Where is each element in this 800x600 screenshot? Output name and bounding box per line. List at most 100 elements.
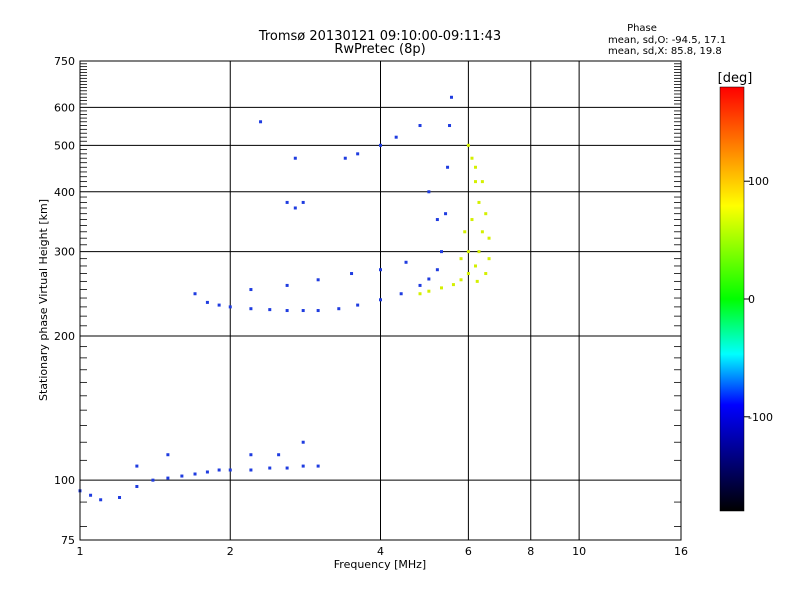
data-point — [249, 288, 253, 292]
data-point — [228, 305, 232, 309]
data-point — [89, 493, 93, 497]
data-point — [470, 156, 474, 160]
colorbar — [719, 86, 745, 512]
data-point — [316, 309, 320, 313]
data-point — [435, 218, 439, 222]
data-point — [404, 260, 408, 264]
stats-line-o: mean, sd,O: -94.5, 17.1 — [608, 35, 726, 46]
x-tick-label: 16 — [674, 545, 688, 558]
y-tick-label: 500 — [54, 139, 75, 152]
colorbar-tick-label: 100 — [748, 175, 769, 188]
data-point — [180, 474, 184, 478]
data-point — [259, 120, 263, 124]
data-point — [205, 300, 209, 304]
y-tick-label: 400 — [54, 186, 75, 199]
y-tick-label: 300 — [54, 246, 75, 259]
data-point — [459, 278, 463, 282]
stats-line-x: mean, sd,X: 85.8, 19.8 — [608, 46, 722, 57]
y-tick-labels: 75 100 200 300 400 500 600 750 — [54, 55, 75, 547]
y-tick-label: 75 — [61, 534, 75, 547]
data-point — [293, 206, 297, 210]
data-point — [448, 124, 452, 128]
colorbar-label: [deg] — [718, 71, 753, 86]
data-point — [379, 268, 382, 272]
data-point — [487, 257, 491, 261]
data-point — [356, 303, 360, 307]
plot-frame — [79, 60, 682, 541]
data-point — [477, 200, 481, 204]
data-point — [446, 165, 450, 169]
data-point — [301, 200, 305, 204]
data-point — [301, 464, 305, 468]
data-point — [293, 156, 297, 160]
data-point — [379, 298, 382, 302]
data-point — [118, 495, 122, 499]
data-point — [418, 124, 422, 128]
x-tick-label: 6 — [465, 545, 472, 558]
data-point — [249, 453, 253, 457]
data-point — [166, 453, 170, 457]
data-point — [399, 292, 403, 296]
data-point — [301, 309, 305, 313]
data-point — [484, 272, 488, 276]
data-point — [205, 470, 209, 474]
data-point — [217, 468, 221, 472]
data-point — [484, 212, 488, 216]
x-axis-label: Frequency [MHz] — [334, 558, 426, 571]
data-point — [449, 95, 453, 99]
x-tick-label: 1 — [77, 545, 84, 558]
y-tick-label: 600 — [54, 101, 75, 114]
data-point — [470, 218, 474, 222]
data-point — [151, 478, 155, 482]
data-point — [463, 230, 467, 234]
x-tick-labels: 1 2 4 6 8 10 16 — [77, 545, 689, 558]
data-point — [435, 268, 439, 272]
data-point — [440, 250, 444, 254]
chart-subtitle: RwPretec (8p) — [334, 42, 425, 57]
data-point — [337, 307, 341, 311]
x-tick-label: 10 — [572, 545, 586, 558]
y-tick-label: 200 — [54, 330, 75, 343]
data-point — [427, 190, 431, 194]
data-point — [480, 180, 484, 184]
data-point — [277, 453, 281, 457]
data-point — [418, 292, 422, 296]
data-point — [440, 286, 444, 290]
data-point — [475, 279, 479, 283]
data-point — [451, 283, 455, 287]
data-point — [343, 156, 347, 160]
colorbar-ticks: 100 0 -100 — [744, 175, 773, 424]
data-point — [228, 468, 232, 472]
stats-header: Phase — [627, 23, 657, 34]
data-point — [427, 277, 431, 281]
data-point — [285, 309, 289, 313]
y-axis-label: Stationary phase Virtual Height [km] — [37, 199, 50, 401]
data-point — [193, 292, 197, 296]
data-point — [301, 440, 305, 444]
data-point — [356, 152, 360, 156]
data-point — [285, 466, 289, 470]
y-tick-label: 100 — [54, 474, 75, 487]
x-tick-label: 4 — [377, 545, 384, 558]
data-point — [480, 230, 484, 234]
data-point — [268, 308, 272, 312]
x-tick-label: 8 — [527, 545, 534, 558]
data-point — [466, 250, 470, 254]
x-tick-label: 2 — [227, 545, 234, 558]
data-point — [379, 143, 382, 147]
data-point — [418, 283, 422, 287]
data-point — [477, 250, 481, 254]
data-point — [350, 272, 354, 276]
data-point — [166, 476, 170, 480]
data-point — [268, 466, 272, 470]
y-tick-label: 750 — [54, 55, 75, 68]
data-point — [135, 484, 139, 488]
data-points — [78, 95, 491, 502]
data-point — [135, 464, 139, 468]
data-point — [444, 212, 448, 216]
data-point — [487, 236, 491, 240]
data-point — [316, 278, 320, 282]
data-point — [285, 200, 289, 204]
data-point — [394, 135, 398, 139]
